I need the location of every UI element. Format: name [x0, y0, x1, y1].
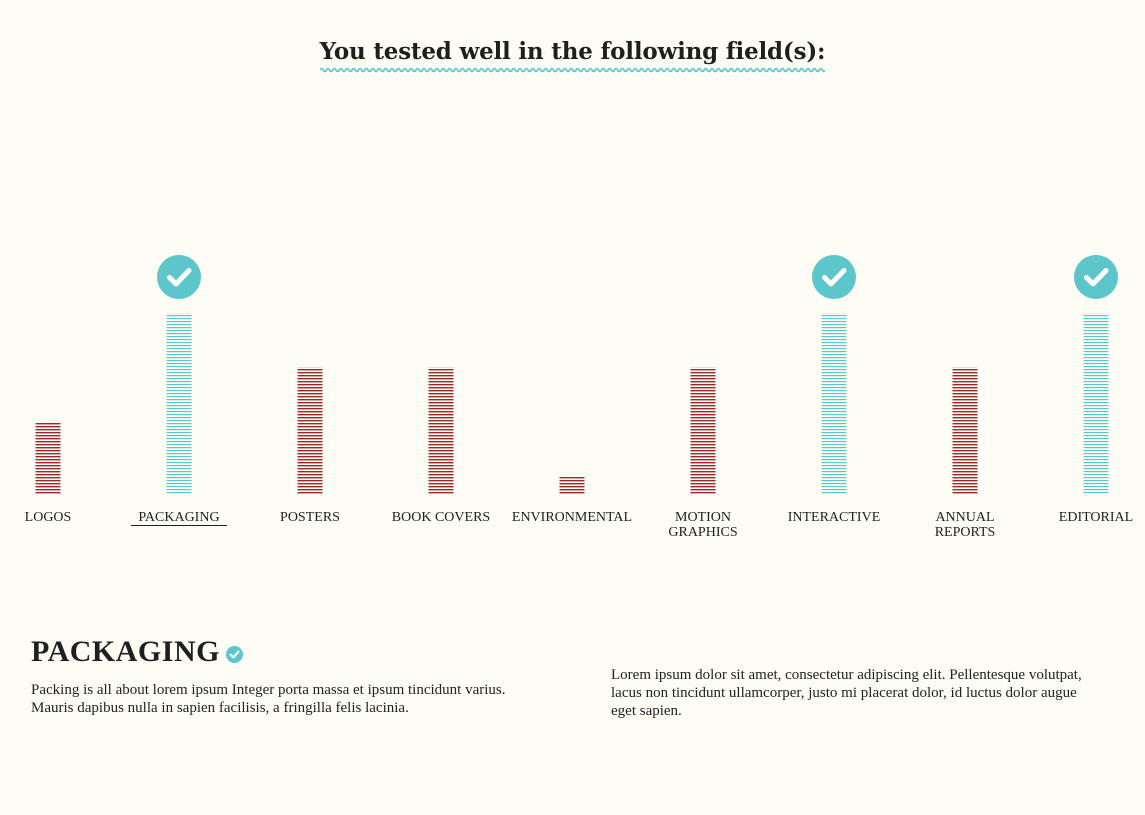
category-label[interactable]: LOGOS [25, 510, 72, 525]
category-label-line: PACKAGING [138, 510, 219, 525]
detail-title-text: PACKAGING [31, 635, 220, 668]
check-circle-icon [225, 645, 243, 663]
category-label-line: POSTERS [280, 510, 340, 525]
wavy-underline [319, 67, 826, 73]
category-label[interactable]: BOOK COVERS [392, 510, 490, 525]
heading-wrap: You tested well in the following field(s… [0, 38, 1145, 74]
bar-6[interactable] [821, 313, 847, 494]
detail-description-right: Lorem ipsum dolor sit amet, consectetur … [611, 667, 1082, 719]
page-title-text: You tested well in the following field(s… [319, 38, 826, 65]
bar-0[interactable] [35, 421, 61, 494]
category-label-line: GRAPHICS [668, 525, 737, 540]
bar-1[interactable] [166, 313, 192, 494]
results-bar-chart: LOGOS PACKAGING POSTERS BOOK COVERS ENVIRONM… [25, 255, 1133, 540]
category-label[interactable]: EDITORIAL [1059, 510, 1133, 525]
category-label-line: LOGOS [25, 510, 72, 525]
detail-title: PACKAGING [31, 632, 243, 672]
category-label-line: BOOK COVERS [392, 510, 490, 525]
category-label-line: REPORTS [935, 525, 996, 540]
bar-8[interactable] [1083, 313, 1109, 494]
category-label[interactable]: MOTION GRAPHICS [668, 510, 737, 540]
page-title: You tested well in the following field(s… [319, 38, 826, 74]
category-label[interactable]: ENVIRONMENTAL [512, 510, 632, 525]
bar-4[interactable] [559, 475, 585, 494]
detail-description-left: Packing is all about lorem ipsum Integer… [31, 682, 506, 716]
bar-3[interactable] [428, 367, 454, 494]
bars-layer: LOGOS PACKAGING POSTERS BOOK COVERS ENVIRONM… [25, 255, 1133, 540]
check-circle-icon [1074, 255, 1118, 299]
bar-7[interactable] [952, 367, 978, 494]
category-label[interactable]: ANNUAL REPORTS [935, 510, 996, 540]
category-label-line: EDITORIAL [1059, 510, 1133, 525]
check-circle-icon [157, 255, 201, 299]
category-label-line: ENVIRONMENTAL [512, 510, 632, 525]
category-label-line: INTERACTIVE [788, 510, 881, 525]
category-label-line: MOTION [675, 510, 731, 525]
bar-2[interactable] [297, 367, 323, 494]
category-label[interactable]: INTERACTIVE [788, 510, 881, 525]
bar-5[interactable] [690, 367, 716, 494]
category-label[interactable]: POSTERS [280, 510, 340, 525]
category-label[interactable]: PACKAGING [138, 510, 219, 525]
check-circle-icon [812, 255, 856, 299]
category-label-line: ANNUAL [935, 510, 994, 525]
